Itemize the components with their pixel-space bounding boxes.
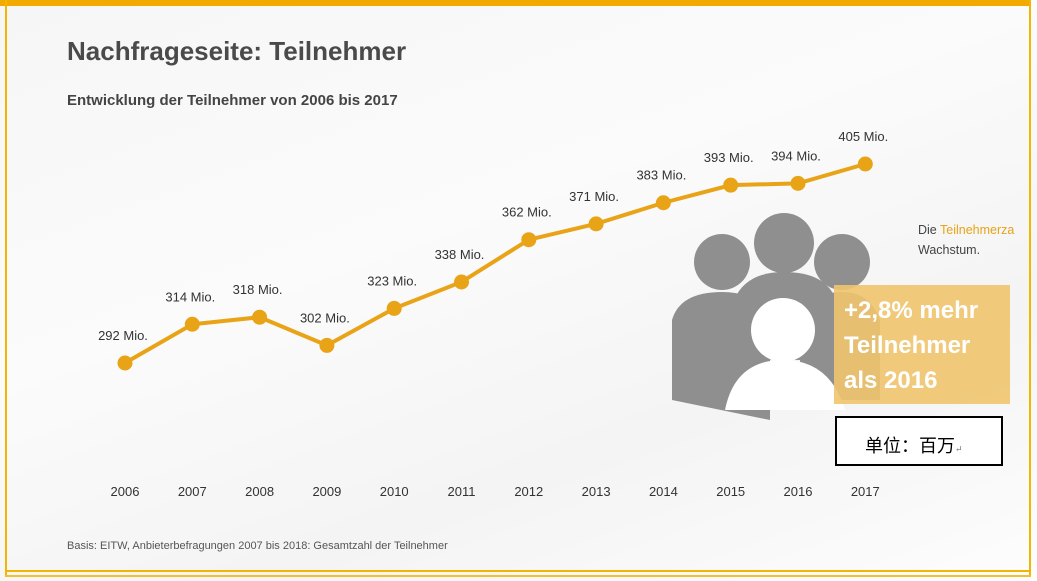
top-accent-bar	[0, 0, 1030, 6]
data-point	[184, 316, 200, 332]
return-mark-icon: ↵	[955, 445, 963, 455]
data-point	[588, 216, 604, 232]
slide-title: Nachfrageseite: Teilnehmer	[67, 36, 407, 66]
callout-line2: Teilnehmer	[844, 332, 971, 359]
data-label: 323 Mio.	[367, 273, 417, 288]
data-label: 371 Mio.	[569, 189, 619, 204]
side-note: Die Teilnehmerza Wachstum.	[918, 220, 1014, 260]
data-point	[386, 300, 402, 316]
unit-text: 单位：百万	[865, 436, 955, 457]
source-note: Basis: EITW, Anbieterbefragungen 2007 bi…	[67, 540, 448, 552]
x-tick-label: 2017	[851, 484, 880, 499]
slide-border-left	[5, 0, 7, 575]
growth-callout: +2,8% mehr Teilnehmer als 2016	[834, 285, 1010, 404]
chart-subtitle: Entwicklung der Teilnehmer von 2006 bis …	[67, 92, 398, 109]
slide-border-bottom-outer	[5, 575, 1031, 577]
data-point	[723, 177, 739, 193]
data-label: 302 Mio.	[300, 310, 350, 325]
x-tick-label: 2014	[649, 484, 678, 499]
side-note-line2: Wachstum.	[918, 243, 981, 257]
side-note-highlight: Teilnehmerza	[940, 223, 1015, 237]
data-label: 292 Mio.	[98, 328, 148, 343]
callout-line1: +2,8% mehr	[844, 297, 979, 324]
slide-border-bottom	[5, 570, 1031, 572]
data-label: 318 Mio.	[233, 282, 283, 297]
data-label: 338 Mio.	[435, 247, 485, 262]
x-tick-label: 2009	[312, 484, 341, 499]
data-point	[857, 156, 873, 172]
data-label: 405 Mio.	[838, 129, 888, 144]
slide-border-right	[1029, 0, 1031, 575]
data-point	[252, 309, 268, 325]
data-label: 393 Mio.	[704, 150, 754, 165]
data-point	[790, 175, 806, 191]
data-point	[454, 274, 469, 290]
series-line	[124, 162, 866, 365]
data-point	[655, 195, 671, 211]
data-label: 394 Mio.	[771, 148, 821, 163]
data-point	[319, 337, 335, 353]
x-tick-label: 2011	[448, 484, 476, 499]
data-label: 383 Mio.	[636, 168, 686, 183]
callout-line3: als 2016	[844, 367, 938, 394]
x-tick-label: 2006	[111, 484, 140, 499]
x-tick-label: 2012	[514, 484, 543, 499]
data-label: 362 Mio.	[502, 205, 552, 220]
data-point	[521, 232, 537, 248]
unit-box: 单位：百万↵	[835, 416, 1003, 466]
x-tick-label: 2010	[380, 484, 409, 499]
x-tick-label: 2007	[178, 484, 207, 499]
x-tick-label: 2013	[582, 484, 611, 499]
x-tick-label: 2016	[784, 484, 813, 499]
side-note-prefix: Die	[918, 223, 941, 237]
x-tick-label: 2015	[716, 484, 745, 499]
x-tick-label: 2008	[245, 484, 274, 499]
data-label: 314 Mio.	[165, 289, 215, 304]
data-point	[117, 355, 133, 371]
